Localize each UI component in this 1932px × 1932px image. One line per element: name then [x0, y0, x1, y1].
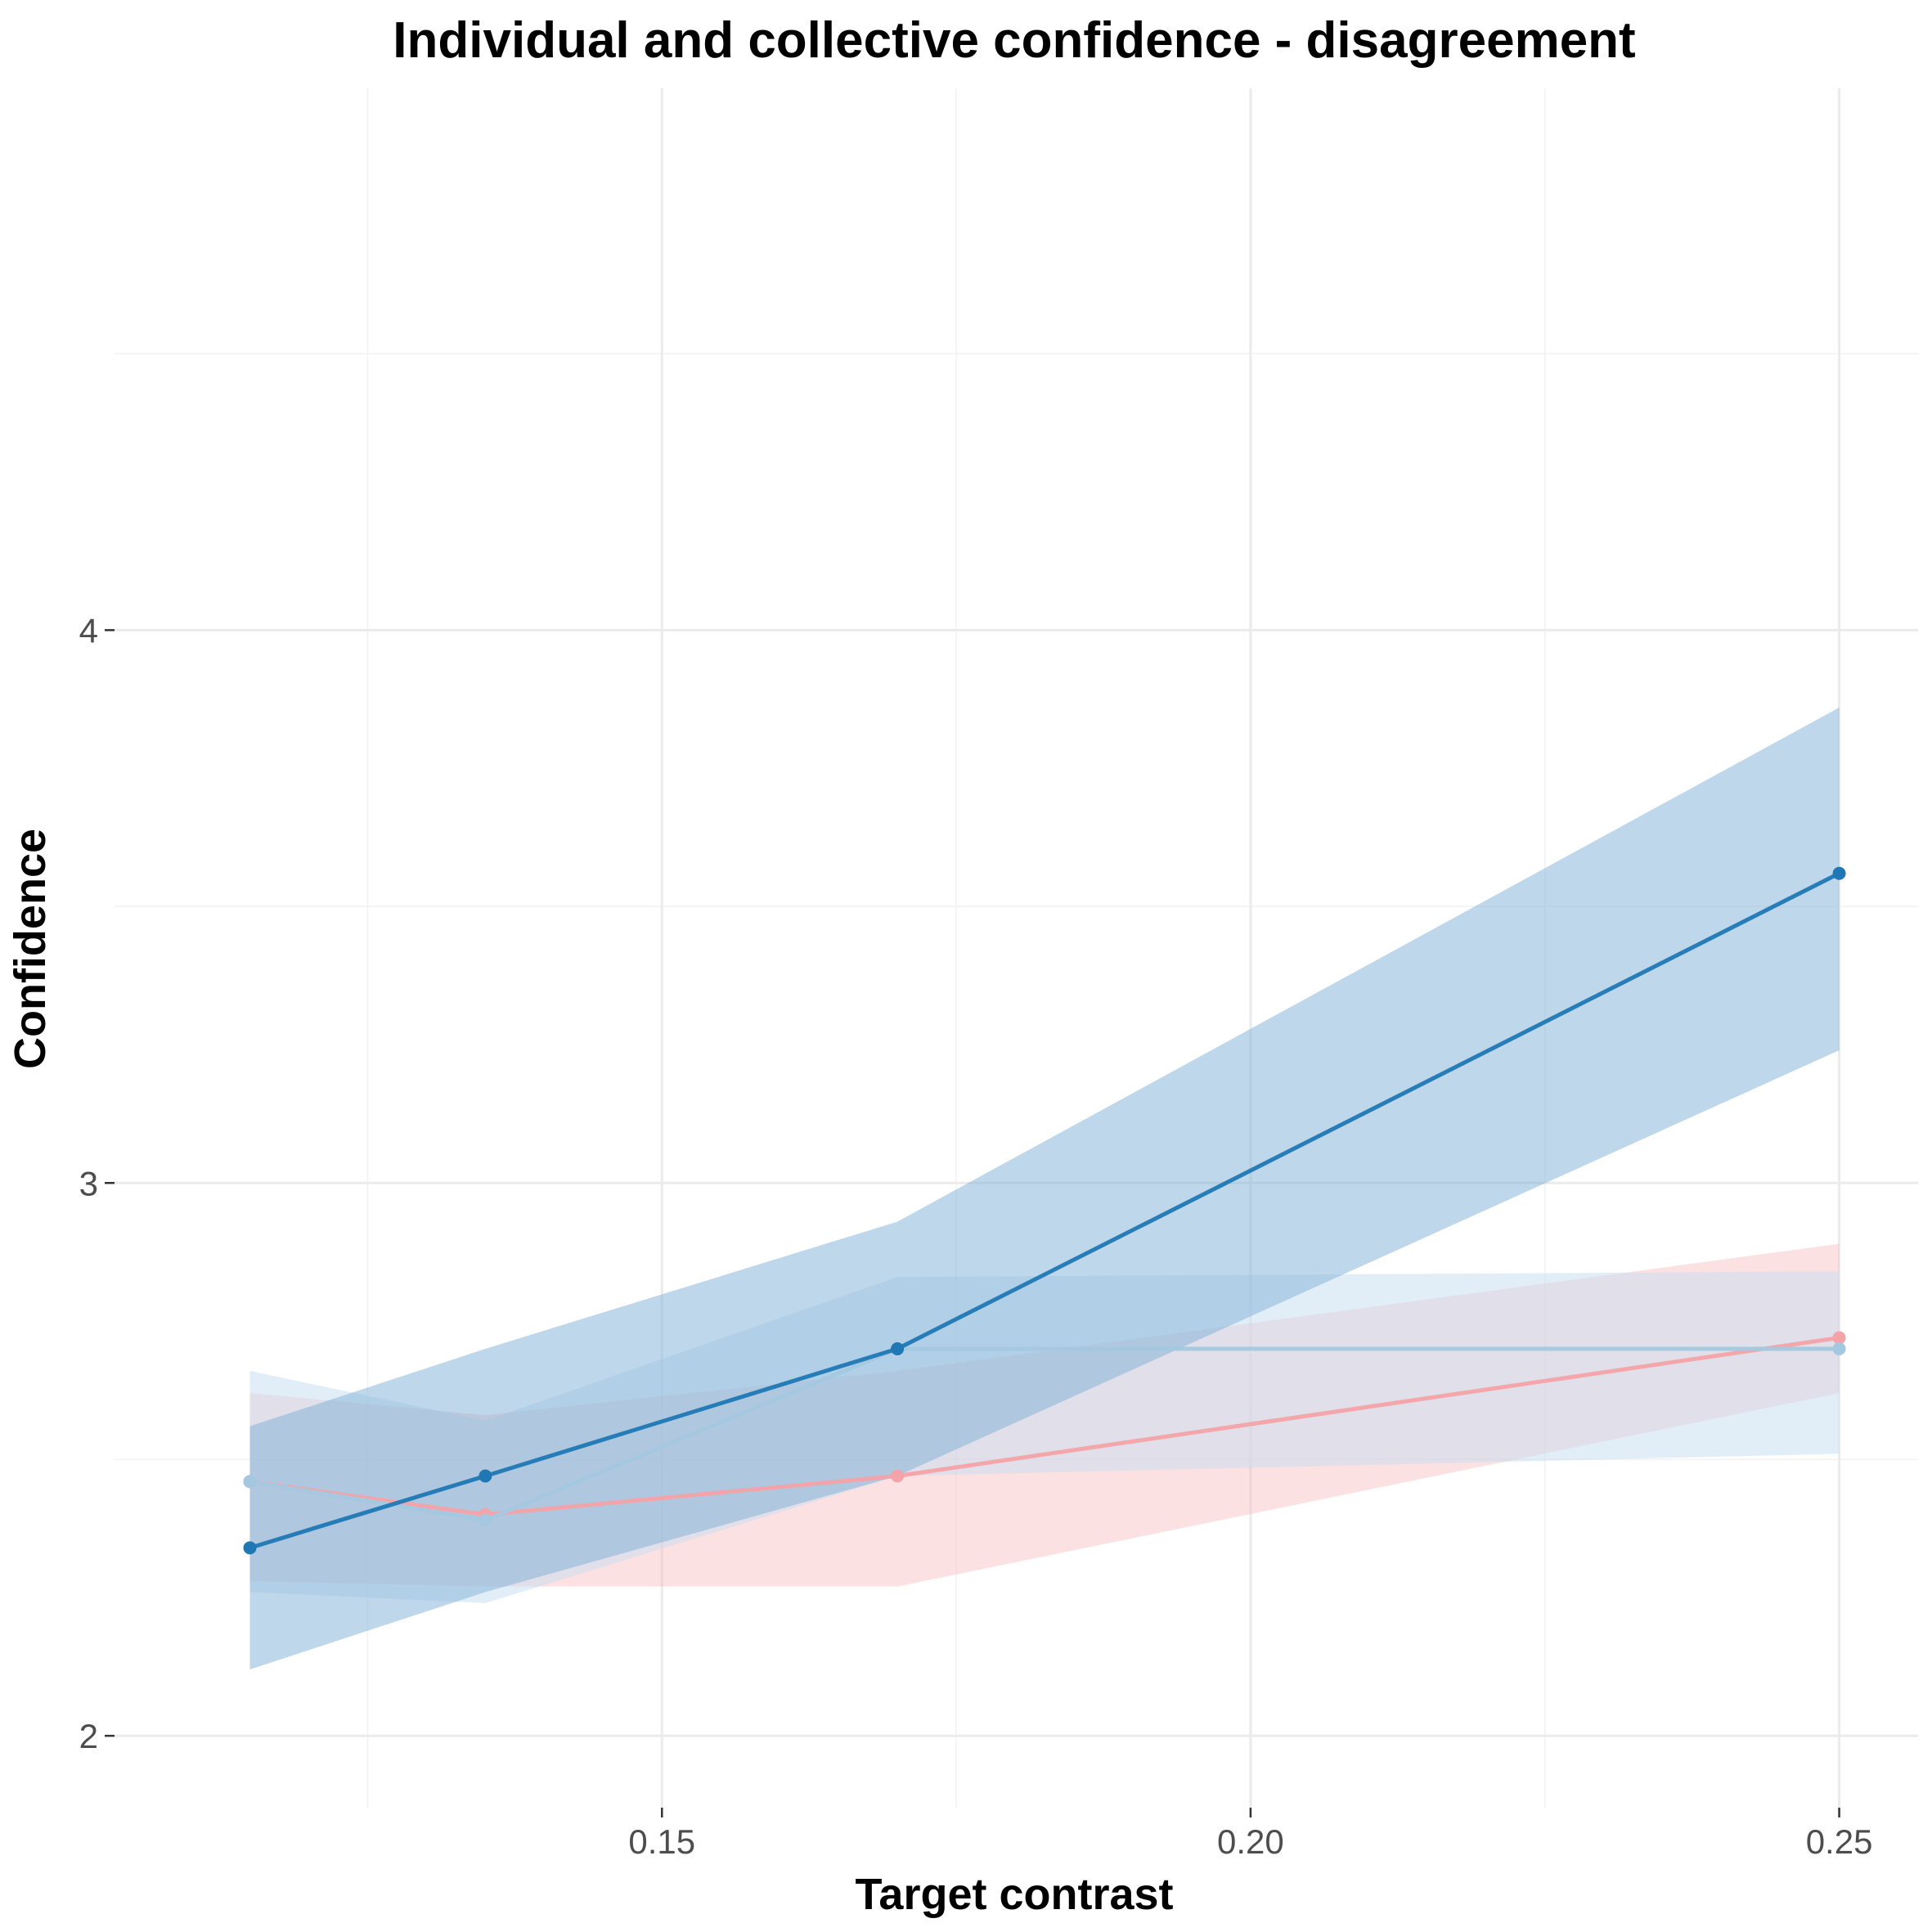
plot-panel: 0.15 0.20 0.25 2 3 4	[79, 88, 1918, 1861]
y-axis-title: Confidence	[6, 829, 55, 1069]
data-point	[1832, 866, 1846, 880]
data-point	[891, 1342, 905, 1356]
data-point	[479, 1513, 492, 1527]
data-point	[479, 1469, 492, 1483]
data-point	[1832, 1342, 1846, 1356]
y-tick-label: 3	[79, 1164, 98, 1202]
x-axis-title: Target contrast	[855, 1870, 1173, 1919]
data-point	[243, 1541, 257, 1555]
x-tick-label: 0.15	[628, 1822, 695, 1861]
data-point	[891, 1469, 905, 1483]
series-line-1	[249, 1336, 1840, 1517]
x-tick-label: 0.25	[1806, 1822, 1873, 1861]
y-tick-label: 4	[79, 611, 98, 649]
data-point	[1832, 1331, 1846, 1345]
y-tick-label: 2	[79, 1717, 98, 1755]
data-point	[243, 1475, 257, 1489]
confidence-band-3	[249, 707, 1840, 1670]
series-line-2	[249, 1346, 1840, 1523]
series-line-3	[249, 871, 1840, 1550]
chart-title: Individual and collective confidence - d…	[393, 12, 1635, 69]
x-tick-label: 0.20	[1217, 1822, 1284, 1861]
